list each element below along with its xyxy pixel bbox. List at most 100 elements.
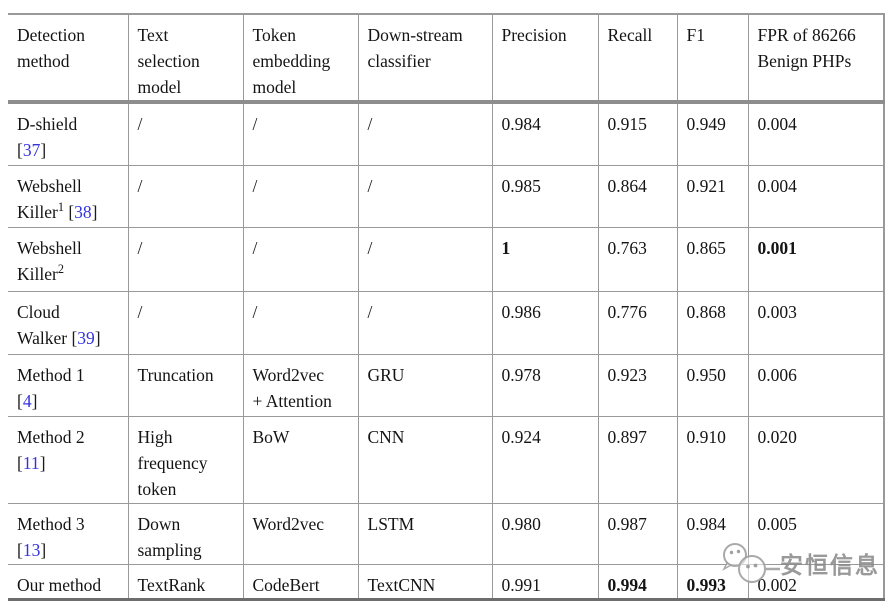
cell-f1-value: 0.868 [686,301,726,322]
cell-classifier: / [358,102,493,166]
cell-recall-value: 0.897 [607,426,647,447]
citation-link[interactable]: 4 [22,390,32,411]
citation-link[interactable]: 11 [22,452,40,473]
cell-f1: 0.865 [677,227,749,292]
col-header-detection-method: Detection method [8,14,129,104]
method-text: Webshell Killer [17,237,82,284]
citation-link[interactable]: 39 [77,327,95,348]
cell-recall: 0.864 [598,165,678,228]
cell-method: Our method [8,564,129,600]
citation-bracket: [ [71,327,78,348]
citation-bracket: [ [17,140,23,160]
cell-precision: 0.984 [492,102,599,166]
cell-f1-value: 0.949 [686,114,726,134]
method-text: Method 3 [17,513,85,534]
cell-method: Method 1 [4] [8,354,129,417]
col-header-f1: F1 [677,14,749,104]
method-text: Cloud Walker [17,301,68,348]
citation-link[interactable]: 37 [22,140,41,160]
cell-precision-value: 0.924 [501,426,541,447]
cell-f1: 0.868 [677,291,749,355]
cell-f1: 0.910 [677,416,749,504]
cell-classifier: LSTM [358,503,493,565]
cell-classifier: CNN [358,416,493,504]
cell-text-selection: High frequency token [128,416,244,504]
citation-link[interactable]: 13 [22,539,41,560]
citation-bracket: [ [17,390,23,411]
cell-classifier: / [358,227,493,292]
cell-recall: 0.776 [598,291,678,355]
cell-classifier: / [358,165,493,228]
method-superscript: 1 [57,199,64,214]
cell-precision-value: 0.991 [501,574,541,595]
citation-link[interactable]: 38 [74,201,92,222]
cell-fpr-value: 0.004 [757,114,797,134]
col-header-fpr: FPR of 86266 Benign PHPs [748,14,885,104]
cell-recall: 0.994 [598,564,678,600]
cell-recall-value: 0.776 [607,301,647,322]
cell-fpr: 0.002 [748,564,885,600]
cell-fpr-value: 0.006 [757,364,797,385]
cell-precision-value: 1 [501,237,511,258]
cell-precision-value: 0.980 [501,513,541,534]
citation-bracket: ] [40,539,47,560]
cell-f1-value: 0.910 [686,426,726,447]
cell-recall: 0.987 [598,503,678,565]
cell-f1: 0.950 [677,354,749,417]
cell-precision: 0.980 [492,503,599,565]
cell-precision: 0.986 [492,291,599,355]
cell-fpr-value: 0.001 [757,237,797,258]
cell-fpr: 0.020 [748,416,885,504]
cell-method: Cloud Walker [39] [8,291,129,355]
cell-f1: 0.984 [677,503,749,565]
cell-precision-value: 0.978 [501,364,541,385]
table-row: Webshell Killer2///1 0.763 0.865 0.001 [8,227,885,292]
cell-recall-value: 0.763 [607,237,647,258]
cell-recall-value: 0.994 [607,574,647,595]
cell-token-embedding: Word2vec + Attention [243,354,359,417]
cell-token-embedding: / [243,102,359,166]
table-row: Our method TextRank CodeBert TextCNN 0.991 0.… [8,564,885,600]
cell-method: Method 2 [11] [8,416,129,504]
method-superscript: 2 [57,261,64,276]
cell-fpr-value: 0.005 [757,513,797,534]
cell-f1: 0.949 [677,102,749,166]
cell-fpr-value: 0.004 [757,175,797,196]
cell-token-embedding: / [243,227,359,292]
cell-classifier: TextCNN [358,564,493,600]
cell-method: Webshell Killer1 [38] [8,165,129,228]
table-row: Webshell Killer1 [38] / //0.985 0.864 0.921 0… [8,165,885,228]
col-header-token-embedding-model: Token embedding model [243,14,359,104]
cell-text-selection: / [128,227,244,292]
citation-bracket: ] [91,201,98,222]
cell-text-selection: / [128,165,244,228]
cell-f1-value: 0.993 [686,574,726,595]
cell-precision: 0.991 [492,564,599,600]
cell-fpr-value: 0.020 [757,426,797,447]
comparison-table: Detection method Text selection model To… [8,13,885,601]
cell-token-embedding: Word2vec [243,503,359,565]
cell-precision-value: 0.984 [501,114,541,134]
citation-bracket: [ [17,452,23,473]
col-header-text-selection-model: Text selection model [128,14,244,104]
cell-f1-value: 0.950 [686,364,726,385]
cell-recall: 0.915 [598,102,678,166]
cell-text-selection: Down sampling [128,503,244,565]
method-text: Method 1 [17,364,85,385]
method-text: Method 2 [17,426,85,447]
cell-text-selection: Truncation [128,354,244,417]
method-text: Our method [17,574,102,595]
citation-bracket: ] [40,140,47,160]
cell-text-selection: / [128,291,244,355]
method-text: Webshell Killer [17,175,82,222]
cell-fpr: 0.006 [748,354,885,417]
cell-text-selection: / [128,102,244,166]
cell-token-embedding: / [243,291,359,355]
cell-recall: 0.763 [598,227,678,292]
cell-recall-value: 0.864 [607,175,647,196]
cell-f1: 0.921 [677,165,749,228]
table-row: Method 3 [13] Down sampling Word2vec LSTM 0.… [8,503,885,565]
cell-recall-value: 0.987 [607,513,647,534]
cell-f1-value: 0.865 [686,237,726,258]
